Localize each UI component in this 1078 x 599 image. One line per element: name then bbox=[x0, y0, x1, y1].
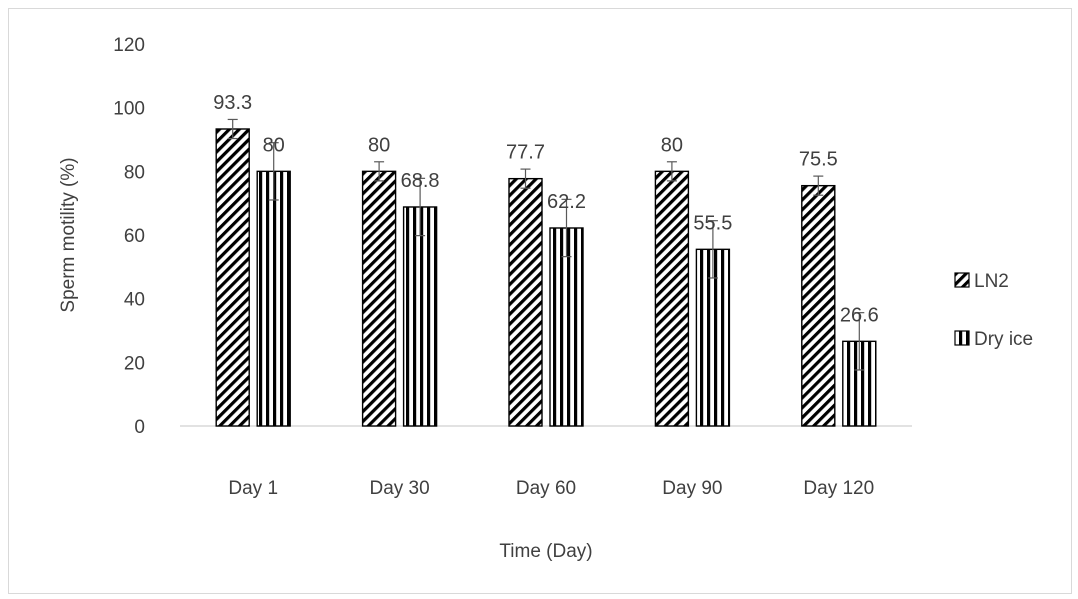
legend-swatch-ln2 bbox=[954, 272, 970, 288]
bars-group bbox=[215, 128, 877, 427]
bar-dry-ice bbox=[402, 206, 438, 427]
data-label: 26.6 bbox=[840, 304, 879, 326]
x-axis-tick-labels: Day 1 Day 30 Day 60 Day 90 Day 120 bbox=[228, 478, 874, 499]
legend: LN2 Dry ice bbox=[954, 271, 1033, 350]
bar-dry-ice bbox=[549, 227, 584, 427]
data-label: 80 bbox=[661, 134, 683, 156]
y-tick-label: 80 bbox=[124, 162, 145, 183]
x-tick-label: Day 1 bbox=[228, 478, 278, 499]
y-tick-label: 120 bbox=[113, 35, 145, 56]
data-label: 68.8 bbox=[401, 170, 440, 192]
legend-label-dry-ice: Dry ice bbox=[974, 329, 1033, 350]
data-label: 75.5 bbox=[799, 149, 838, 171]
data-label: 62.2 bbox=[547, 191, 586, 213]
y-tick-label: 60 bbox=[124, 226, 145, 247]
bar-ln2 bbox=[215, 128, 250, 427]
legend-label-ln2: LN2 bbox=[974, 271, 1009, 292]
x-tick-label: Day 30 bbox=[369, 478, 429, 499]
bar-dry-ice bbox=[695, 248, 731, 427]
y-tick-label: 0 bbox=[134, 417, 145, 438]
data-label: 93.3 bbox=[213, 92, 252, 114]
bar-ln2 bbox=[654, 170, 690, 427]
data-label: 80 bbox=[263, 134, 285, 156]
data-label: 77.7 bbox=[506, 142, 545, 164]
bar-ln2 bbox=[508, 177, 543, 427]
x-tick-label: Day 120 bbox=[803, 478, 874, 499]
bar-ln2 bbox=[801, 184, 836, 427]
bar-dry-ice bbox=[256, 170, 291, 427]
y-axis-title: Sperm motility (%) bbox=[58, 157, 79, 312]
legend-swatch-dry-ice bbox=[954, 330, 970, 346]
y-axis-tick-labels: 0 20 40 60 80 100 120 bbox=[113, 35, 145, 438]
data-labels-group: 93.3 80 80 68.8 77.7 62.2 80 55.5 75.5 26.6 bbox=[213, 92, 879, 326]
bar-ln2 bbox=[361, 170, 397, 427]
y-tick-label: 40 bbox=[124, 290, 145, 311]
data-label: 80 bbox=[368, 134, 390, 156]
error-bars-group bbox=[227, 118, 865, 371]
data-label: 55.5 bbox=[693, 212, 732, 234]
y-tick-label: 20 bbox=[124, 353, 145, 374]
x-tick-label: Day 60 bbox=[516, 478, 576, 499]
y-tick-label: 100 bbox=[113, 99, 145, 120]
x-axis-title: Time (Day) bbox=[499, 541, 592, 562]
x-tick-label: Day 90 bbox=[662, 478, 722, 499]
